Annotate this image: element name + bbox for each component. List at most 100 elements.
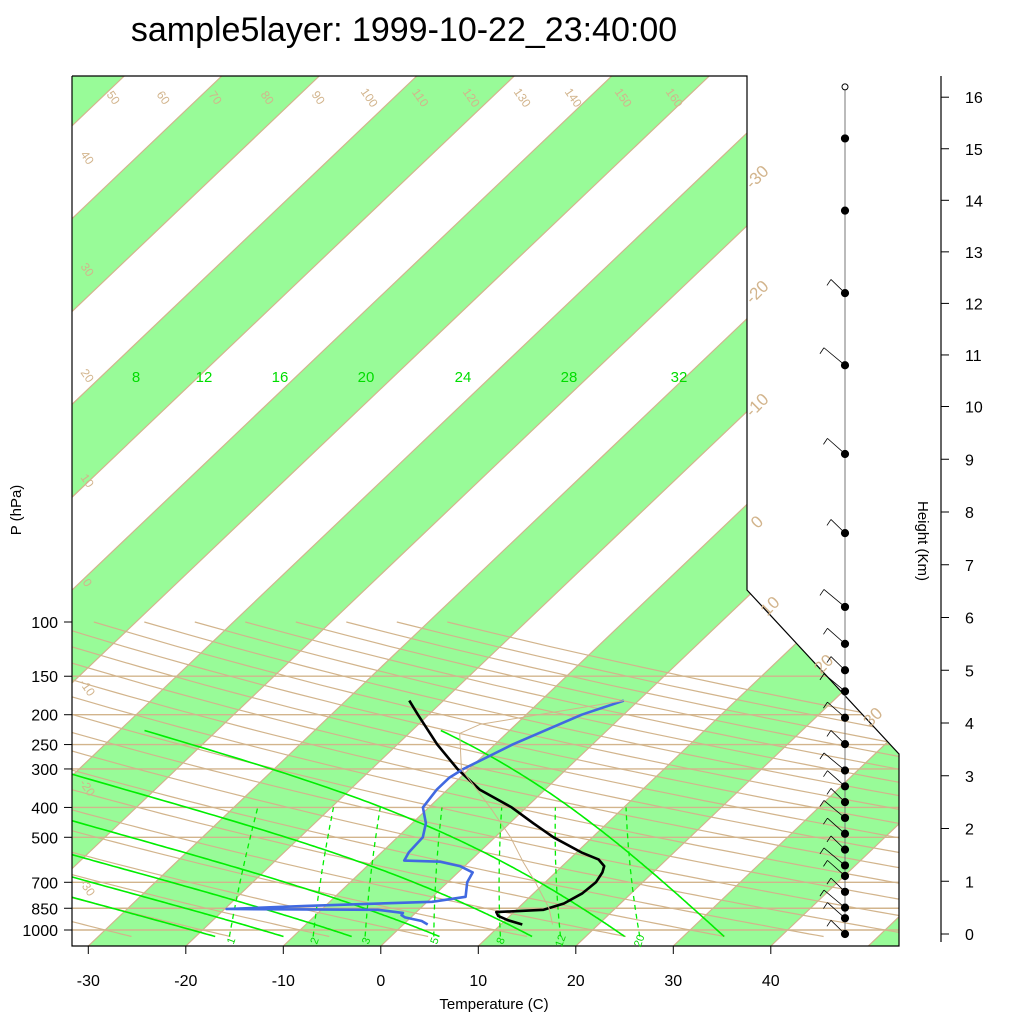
mixing-ratio-label: 3 [360,936,373,946]
dry-adiabat [72,621,899,938]
height-tick-label: 2 [965,822,974,839]
wind-barb [827,860,846,877]
moist-adiabat [72,729,352,938]
wind-barb [830,788,846,803]
wind-dot [840,134,850,143]
dry-adiabat-label: -30 [77,877,99,900]
isotherm-line [672,76,899,946]
wind-barb [823,889,846,908]
wind-barb-flag [826,788,832,795]
wind-barb [830,730,846,745]
dry-adiabat [72,621,627,938]
wind-barb-flag [819,847,825,855]
wind-barb-flag [826,279,832,286]
isotherm-label: 10 [757,593,784,620]
x-tick-label: 20 [567,973,585,990]
wind-barb [830,877,846,893]
height-tick-label: 15 [965,142,983,159]
plot-frame [71,75,900,947]
wind-barb [827,627,846,645]
moist-adiabat [440,729,725,938]
wind-barb [830,920,846,935]
background-grid [72,76,899,946]
isotherm-band [72,76,515,946]
dry-adiabat [72,621,725,938]
y-tick-label: 850 [31,901,58,918]
wind-barb [827,902,846,919]
height-axis-label: Height (Km) [914,501,931,581]
wind-barb-flag [826,877,832,885]
moist-adiabat [72,729,284,938]
isotherm-band [72,76,899,946]
wind-barb [830,279,846,294]
mixing-ratio-line [554,807,562,937]
isotherm-line [575,76,899,946]
dry-adiabat [194,621,899,938]
wind-barb [830,835,846,850]
wind-barb [827,770,846,787]
y-tick-label: 700 [31,875,58,892]
dry-adiabat-label: 40 [78,148,97,167]
x-tick-label: 0 [376,973,385,990]
y-tick-label: 200 [31,708,58,725]
isotherm-line [72,76,320,946]
isotherm-band [72,76,710,946]
wind-barb-flag [826,835,832,843]
isotherm-line [72,76,710,946]
wind-barb [830,656,846,671]
dry-adiabat [72,621,899,938]
y-tick-label: 400 [31,800,58,817]
dry-adiabat [72,621,899,938]
sounding-line [225,699,625,926]
wind-barb-flag [826,519,832,526]
mixing-ratio-line [228,807,259,937]
mixing-ratio-line [433,807,443,937]
moist-adiabat [72,729,533,938]
height-tick-label: 12 [965,296,983,313]
height-tick-label: 0 [965,927,974,944]
moist-adiabat [72,729,216,938]
height-tick-label: 4 [965,716,974,733]
plot-border [71,75,900,947]
mixing-ratio-line [312,807,335,937]
mixing-ratio-label: 2 [308,936,321,946]
moist-adiabat-label: 8 [132,369,140,386]
dry-adiabat [144,621,899,938]
wind-barb [823,800,846,819]
sounding-profiles [225,699,625,926]
dry-adiabat-label: 60 [154,88,173,107]
height-tick-label: 10 [965,400,983,417]
height-tick-label: 3 [965,769,974,786]
dry-adiabat [72,621,528,938]
y-axis-label: P (hPa) [8,485,25,536]
height-tick-label: 8 [965,505,974,522]
moist-adiabat [144,729,626,938]
sounding-line [408,699,606,926]
mixing-ratio-label: 8 [495,936,508,946]
y-tick-label: 300 [31,762,58,779]
mixing-ratio-line [364,807,381,937]
x-tick-label: 10 [469,973,487,990]
dry-adiabat [72,621,429,938]
isotherm-line [282,76,899,946]
y-tick-label: 1000 [22,923,58,940]
wind-barb-flag [823,628,828,635]
dry-adiabat [295,621,899,938]
dry-adiabat [93,621,899,938]
height-tick-label: 16 [965,90,983,107]
dry-adiabat [72,621,824,938]
isotherm-label: 30 [860,704,887,731]
wind-barb-flag [819,347,825,354]
height-tick-label: 5 [965,663,974,680]
height-tick-label: 6 [965,611,974,628]
wind-barb-flag [826,920,832,927]
wind-barb [823,347,846,366]
isotherm-label: -20 [742,277,773,308]
wind-barb-flag [819,889,825,897]
dry-adiabat [72,621,899,938]
dry-adiabat-label: 100 [358,85,381,110]
y-tick-label: 250 [31,738,58,755]
dry-adiabat [72,621,899,938]
y-tick-label: 500 [31,830,58,847]
